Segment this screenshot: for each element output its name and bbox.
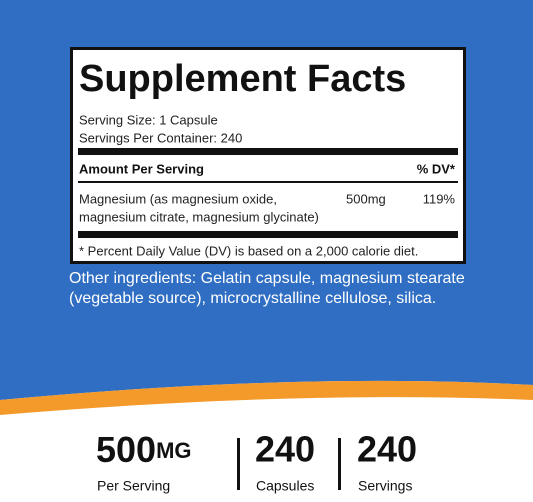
facts-box (70, 47, 466, 264)
stat-value: 500MG (96, 429, 192, 470)
stat-label: Per Serving (97, 478, 170, 494)
dv-header: % DV* (417, 161, 456, 176)
stat-label: Capsules (256, 478, 314, 494)
other-ingredients: (vegetable source), microcrystalline cel… (69, 290, 436, 307)
amount-header: Amount Per Serving (79, 161, 204, 176)
servings-per-container: Servings Per Container: 240 (79, 130, 242, 145)
stat-number: 500 (96, 429, 156, 470)
nutrient-name: magnesium citrate, magnesium glycinate) (79, 209, 319, 224)
footnote: * Percent Daily Value (DV) is based on a… (79, 243, 418, 258)
divider (338, 438, 341, 490)
thick-rule (78, 148, 458, 155)
divider (237, 438, 240, 490)
other-ingredients: Other ingredients: Gelatin capsule, magn… (69, 270, 465, 287)
serving-size: Serving Size: 1 Capsule (79, 112, 218, 127)
stat-unit: MG (156, 438, 191, 463)
nutrient-amount: 500mg (346, 191, 386, 206)
stat-value: 240 (357, 429, 417, 470)
thick-rule (78, 231, 458, 238)
stat-label: Servings (358, 478, 412, 494)
stat-value: 240 (255, 429, 315, 470)
nutrient-name: Magnesium (as magnesium oxide, (79, 191, 277, 206)
thin-rule (78, 181, 458, 183)
orange-stripe (0, 380, 533, 415)
nutrient-dv: 119% (423, 191, 456, 206)
facts-title: Supplement Facts (79, 58, 406, 100)
